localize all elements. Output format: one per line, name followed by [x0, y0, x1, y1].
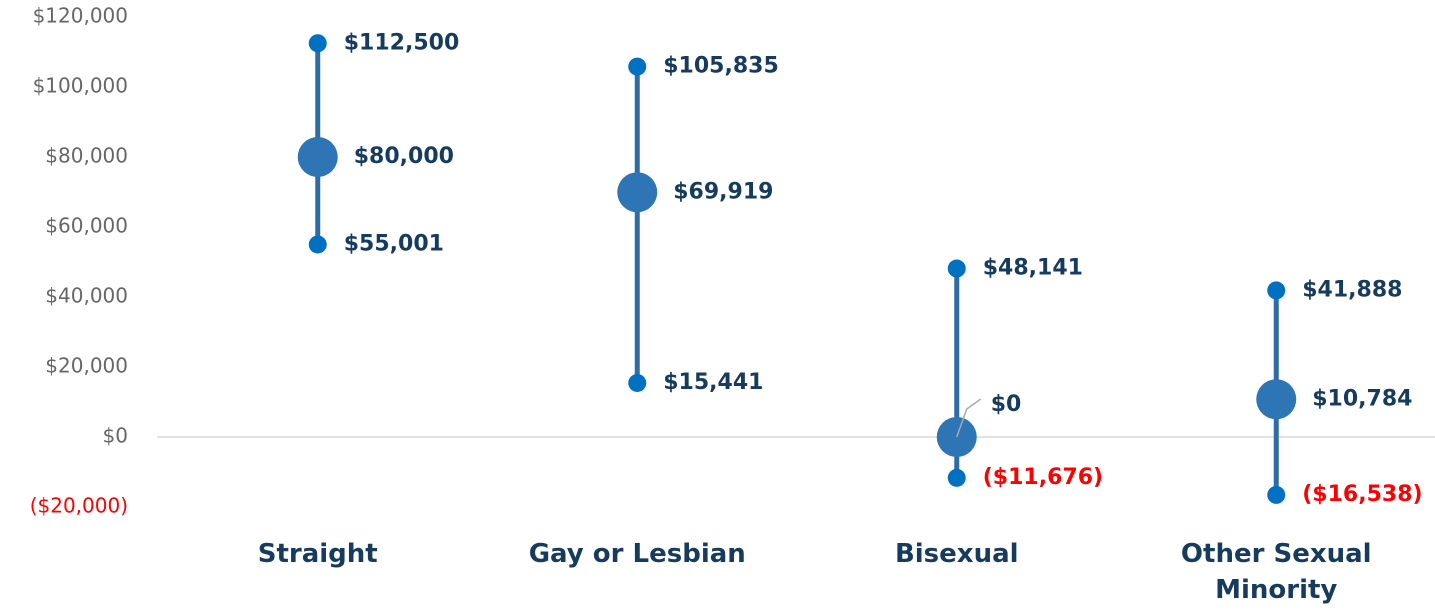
value-label: $105,835: [663, 54, 779, 79]
value-label: ($11,676): [983, 465, 1103, 490]
end-dot: [628, 373, 647, 392]
value-label: $41,888: [1302, 277, 1402, 302]
y-tick-label: $20,000: [45, 354, 128, 378]
value-label: ($16,538): [1302, 482, 1422, 507]
y-tick-label: $80,000: [45, 144, 128, 168]
value-label: $48,141: [983, 256, 1083, 281]
end-dot: [308, 34, 327, 53]
end-dot: [1267, 281, 1286, 300]
x-tick-label: Bisexual: [894, 539, 1019, 569]
value-label: $0: [991, 392, 1022, 417]
end-dot: [947, 259, 966, 278]
x-tick-label: Straight: [257, 539, 378, 569]
y-tick-label: $120,000: [33, 4, 128, 28]
leader-line: [956, 398, 982, 438]
value-label: $55,001: [344, 231, 444, 256]
value-label: $112,500: [344, 30, 460, 55]
end-dot: [1267, 485, 1286, 504]
x-tick-label: Gay or Lesbian: [528, 539, 746, 569]
median-dot: [617, 172, 658, 213]
end-dot: [947, 468, 966, 487]
value-label: $15,441: [663, 370, 763, 395]
end-dot: [308, 235, 327, 254]
y-tick-label: $60,000: [45, 214, 128, 238]
end-dot: [628, 57, 647, 76]
median-dot: [1256, 379, 1297, 420]
y-tick-label: $100,000: [33, 74, 128, 98]
value-label: $69,919: [673, 179, 773, 204]
value-label: $10,784: [1312, 386, 1412, 411]
y-tick-label: $0: [103, 424, 128, 448]
x-tick-label: Other Sexual Minority: [1180, 539, 1372, 605]
value-label: $80,000: [354, 144, 454, 169]
y-tick-label: $40,000: [45, 284, 128, 308]
y-tick-label: ($20,000): [30, 494, 128, 518]
median-dot: [297, 137, 338, 177]
